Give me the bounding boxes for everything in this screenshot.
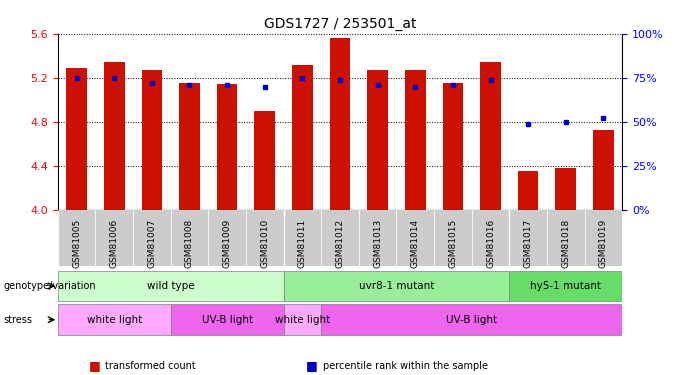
Text: ■: ■ bbox=[306, 359, 318, 372]
Bar bbox=[367, 70, 388, 210]
Bar bbox=[434, 210, 472, 266]
Bar bbox=[509, 210, 547, 266]
Text: hy5-1 mutant: hy5-1 mutant bbox=[530, 281, 601, 291]
Text: percentile rank within the sample: percentile rank within the sample bbox=[323, 361, 488, 370]
Bar bbox=[443, 83, 463, 210]
Text: GSM81014: GSM81014 bbox=[411, 218, 420, 268]
Text: genotype/variation: genotype/variation bbox=[3, 281, 96, 291]
Bar bbox=[472, 210, 509, 266]
Bar bbox=[208, 210, 246, 266]
Bar bbox=[58, 304, 171, 335]
Bar bbox=[217, 84, 237, 210]
Text: GSM81016: GSM81016 bbox=[486, 218, 495, 268]
Bar bbox=[104, 62, 124, 210]
Bar bbox=[585, 210, 622, 266]
Bar bbox=[95, 210, 133, 266]
Bar bbox=[133, 210, 171, 266]
Text: UV-B light: UV-B light bbox=[446, 315, 497, 325]
Bar bbox=[171, 304, 284, 335]
Bar bbox=[330, 38, 350, 210]
Bar bbox=[141, 70, 163, 210]
Text: GSM81018: GSM81018 bbox=[561, 218, 571, 268]
Text: GSM81010: GSM81010 bbox=[260, 218, 269, 268]
Text: GSM81006: GSM81006 bbox=[109, 218, 119, 268]
Bar bbox=[593, 130, 614, 210]
Text: GSM81012: GSM81012 bbox=[335, 218, 345, 268]
Bar bbox=[321, 210, 359, 266]
Bar bbox=[547, 210, 585, 266]
Text: wild type: wild type bbox=[147, 281, 194, 291]
Text: GSM81017: GSM81017 bbox=[524, 218, 532, 268]
Bar bbox=[254, 111, 275, 210]
Bar bbox=[284, 271, 509, 301]
Bar bbox=[396, 210, 434, 266]
Bar bbox=[66, 68, 87, 210]
Bar bbox=[321, 304, 622, 335]
Bar bbox=[480, 62, 501, 210]
Text: stress: stress bbox=[3, 315, 33, 325]
Text: GSM81007: GSM81007 bbox=[148, 218, 156, 268]
Text: GSM81009: GSM81009 bbox=[222, 218, 232, 268]
Bar bbox=[556, 168, 576, 210]
Text: GSM81011: GSM81011 bbox=[298, 218, 307, 268]
Title: GDS1727 / 253501_at: GDS1727 / 253501_at bbox=[264, 17, 416, 32]
Bar bbox=[284, 210, 321, 266]
Text: GSM81015: GSM81015 bbox=[448, 218, 458, 268]
Bar bbox=[246, 210, 284, 266]
Bar bbox=[292, 64, 313, 210]
Text: GSM81019: GSM81019 bbox=[599, 218, 608, 268]
Bar bbox=[405, 70, 426, 210]
Bar bbox=[171, 210, 208, 266]
Bar bbox=[359, 210, 396, 266]
Text: uvr8-1 mutant: uvr8-1 mutant bbox=[359, 281, 434, 291]
Text: GSM81008: GSM81008 bbox=[185, 218, 194, 268]
Text: transformed count: transformed count bbox=[105, 361, 196, 370]
Bar bbox=[179, 83, 200, 210]
Bar bbox=[58, 210, 95, 266]
Bar bbox=[284, 304, 321, 335]
Bar bbox=[517, 171, 539, 210]
Bar bbox=[58, 271, 284, 301]
Text: UV-B light: UV-B light bbox=[201, 315, 253, 325]
Text: GSM81005: GSM81005 bbox=[72, 218, 81, 268]
Bar bbox=[509, 271, 622, 301]
Text: white light: white light bbox=[86, 315, 142, 325]
Text: GSM81013: GSM81013 bbox=[373, 218, 382, 268]
Text: white light: white light bbox=[275, 315, 330, 325]
Text: ■: ■ bbox=[88, 359, 100, 372]
